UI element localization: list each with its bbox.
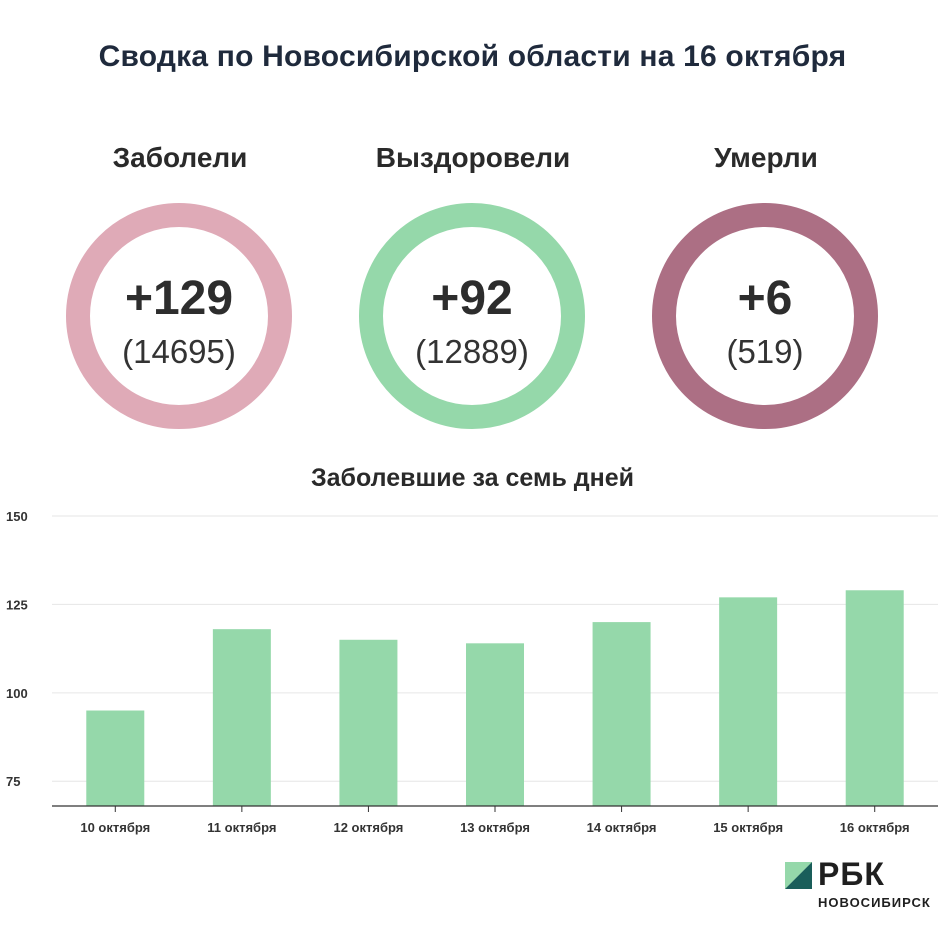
stat-recovered: Выздоровели +92 (12889) [343, 140, 603, 429]
stat-delta: +129 [124, 272, 234, 325]
stat-delta: +6 [737, 272, 793, 325]
stat-total: (14695) [122, 333, 236, 370]
bar [592, 622, 651, 806]
rbc-logo: РБК НОВОСИБИРСК [785, 856, 940, 918]
stat-label: Заболели [112, 142, 248, 173]
y-tick-label: 100 [6, 686, 28, 701]
bar [719, 597, 778, 806]
bar [466, 643, 524, 806]
bar [339, 639, 398, 806]
bar-chart: 75 100 125 150 10 октября 11 октября 12 октябр… [6, 509, 938, 835]
x-tick-label: 14 октября [587, 820, 657, 835]
ring-died: +6 (519) [652, 203, 878, 429]
x-tick-label: 12 октября [333, 820, 403, 835]
x-tick-label: 13 октября [460, 820, 530, 835]
bar [86, 710, 145, 806]
x-tick-label: 10 октября [80, 820, 150, 835]
stat-delta: +92 [431, 272, 513, 325]
page-title: Сводка по Новосибирской области на 16 ок… [98, 40, 847, 73]
logo-subtext: НОВОСИБИРСК [818, 895, 931, 910]
stat-infected: Заболели +129 (14695) [50, 140, 310, 429]
y-tick-label: 150 [6, 509, 28, 524]
stat-total: (12889) [415, 333, 529, 370]
stat-label: Умерли [714, 142, 818, 173]
y-tick-label: 75 [6, 774, 20, 789]
x-tick-label: 11 октября [207, 820, 276, 835]
x-tick-label: 15 октября [713, 820, 783, 835]
ring-infected: +129 (14695) [66, 203, 292, 429]
stat-died: Умерли +6 (519) [636, 140, 896, 429]
chart-title: Заболевшие за семь дней [310, 464, 634, 492]
bar [212, 629, 271, 806]
logo-text: РБК [818, 856, 885, 892]
bar [845, 590, 904, 806]
stat-label: Выздоровели [375, 142, 571, 173]
y-tick-label: 125 [6, 597, 28, 612]
ring-recovered: +92 (12889) [359, 203, 585, 429]
x-tick-label: 16 октября [840, 820, 910, 835]
rbc-logo-icon [785, 862, 812, 889]
stat-total: (519) [726, 333, 804, 370]
